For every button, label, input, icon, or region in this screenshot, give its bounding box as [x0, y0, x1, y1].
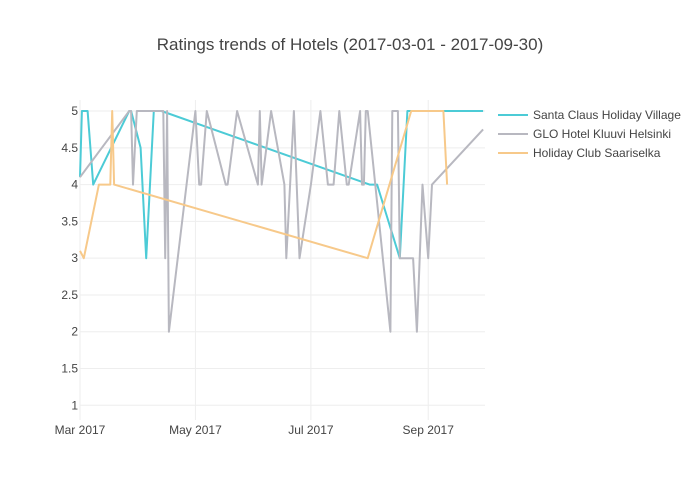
y-tick-label: 3 [71, 251, 78, 265]
legend-label: Holiday Club Saariselka [533, 146, 661, 160]
y-tick-label: 1.5 [61, 362, 78, 376]
y-tick-label: 4 [71, 178, 78, 192]
y-tick-label: 1 [71, 398, 78, 412]
legend-label: Santa Claus Holiday Village [533, 108, 681, 122]
y-tick-label: 3.5 [61, 214, 78, 228]
legend-item[interactable]: GLO Hotel Kluuvi Helsinki [498, 127, 671, 141]
y-tick-label: 4.5 [61, 141, 78, 155]
x-tick-label: May 2017 [169, 423, 222, 437]
legend-item[interactable]: Holiday Club Saariselka [498, 146, 661, 160]
y-tick-label: 5 [71, 104, 78, 118]
y-tick-label: 2 [71, 325, 78, 339]
x-axis: Mar 2017 May 2017 Jul 2017 Sep 2017 [55, 423, 455, 437]
chart-title: Ratings trends of Hotels (2017-03-01 - 2… [157, 35, 544, 54]
series-line-2[interactable] [79, 110, 484, 333]
x-gridlines [79, 100, 429, 420]
legend-item[interactable]: Santa Claus Holiday Village [498, 108, 681, 122]
legend-label: GLO Hotel Kluuvi Helsinki [533, 127, 671, 141]
y-axis: 1 1.5 2 2.5 3 3.5 4 4.5 5 [61, 104, 78, 412]
y-tick-label: 2.5 [61, 288, 78, 302]
series-line-3[interactable] [79, 110, 449, 260]
legend[interactable]: Santa Claus Holiday Village GLO Hotel Klu… [498, 108, 681, 160]
x-tick-label: Mar 2017 [55, 423, 106, 437]
x-tick-label: Jul 2017 [288, 423, 334, 437]
x-tick-label: Sep 2017 [403, 423, 455, 437]
plot-area [79, 110, 484, 333]
